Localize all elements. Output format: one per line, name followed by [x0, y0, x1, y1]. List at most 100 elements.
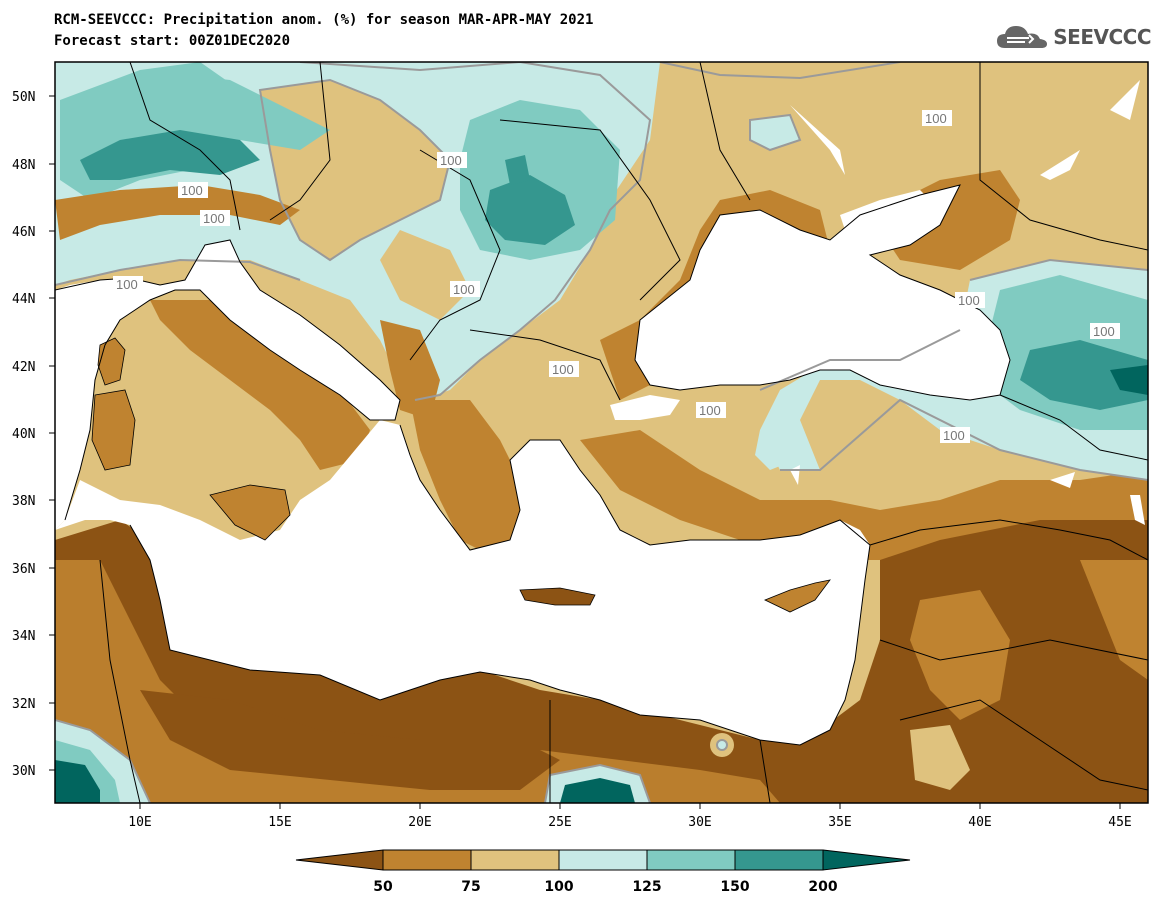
sea-mediterranean — [55, 420, 870, 745]
latitude-axis: 50N 48N 46N 44N 42N 40N 38N 36N 34N 32N … — [12, 90, 55, 779]
lake-urmia — [1130, 495, 1145, 525]
anomaly-150-200-caucasus — [1020, 340, 1148, 410]
colorbar-bin-125-150 — [646, 849, 736, 871]
anomaly-150-200-romania-small — [505, 155, 530, 185]
lat-label: 42N — [12, 360, 35, 375]
contour-100-hungary — [258, 78, 452, 262]
colorbar-tick: 150 — [720, 879, 749, 895]
lon-label: 35E — [828, 815, 851, 830]
border-syria-iraq — [879, 639, 1148, 661]
lon-label: 30E — [688, 815, 711, 830]
lat-label: 40N — [12, 427, 35, 442]
contour-label-bg — [200, 210, 230, 226]
lon-label: 10E — [128, 815, 151, 830]
map-title: RCM-SEEVCCC: Precipitation anom. (%) for… — [54, 12, 594, 28]
contour-100-egypt — [544, 763, 651, 803]
contour-label: 100 — [958, 293, 980, 308]
colorbar-bin-50-75 — [382, 849, 472, 871]
forecast-start-label: Forecast start: 00Z01DEC2020 — [54, 33, 291, 49]
contour-label: 100 — [116, 277, 138, 292]
contour-100-italy-north — [55, 258, 301, 286]
longitude-axis: 10E 15E 20E 25E 30E 35E 40E 45E — [128, 803, 1132, 830]
anomaly-150-200-romania — [485, 175, 575, 245]
contour-label-bg — [450, 281, 480, 297]
contour-100-caucasus-north — [969, 258, 1148, 281]
lon-label: 45E — [1108, 815, 1131, 830]
contour-label: 100 — [181, 183, 203, 198]
contour-label-bg — [955, 292, 985, 308]
border-georgia — [999, 394, 1148, 461]
lake-2 — [1110, 80, 1140, 120]
island-crete — [519, 587, 596, 606]
sea-black — [635, 185, 1010, 400]
contour-label: 100 — [440, 153, 462, 168]
contour-label: 100 — [925, 111, 947, 126]
seevccc-logo: SEEVCCC — [995, 22, 1151, 52]
colorbar: 50 75 100 125 150 200 — [295, 849, 911, 895]
contour-label: 100 — [943, 428, 965, 443]
contour-label: 100 — [1093, 324, 1115, 339]
border-austria — [269, 62, 331, 221]
contour-100-algeria — [55, 719, 151, 803]
border-bulgaria — [469, 329, 621, 401]
anomaly-50-75-syria — [910, 590, 1010, 720]
lat-label: 50N — [12, 90, 35, 105]
anomaly-50-75-greece — [410, 400, 530, 560]
border-balkans — [409, 149, 501, 361]
sea-marmara — [610, 395, 680, 420]
coast-turkey-greece — [399, 424, 871, 551]
anomaly-above-200-caucasus — [1110, 365, 1148, 395]
contour-100-lines — [55, 62, 1148, 803]
border-tunisia — [99, 559, 141, 803]
contour-label-bg — [437, 152, 467, 168]
border-romania — [499, 119, 681, 301]
contour-label-bg — [113, 276, 143, 292]
border-turkey-syria — [869, 519, 1148, 561]
lat-label: 44N — [12, 292, 35, 307]
lat-label: 30N — [12, 764, 35, 779]
colorbar-tick: 75 — [461, 879, 480, 895]
anomaly-75-100-jordan — [910, 725, 970, 790]
contour-label-bg — [1090, 323, 1120, 339]
border-jordan-saudi — [899, 699, 1148, 791]
colorbar-tick: 50 — [373, 879, 393, 895]
lat-label: 48N — [12, 158, 35, 173]
lon-label: 40E — [968, 815, 991, 830]
anomaly-125-150-germany — [140, 62, 240, 120]
lat-label: 32N — [12, 697, 35, 712]
contour-100-russia — [659, 62, 901, 80]
anomaly-50-75-adriatic — [380, 320, 440, 420]
anomaly-50-75-italy — [150, 300, 370, 470]
colorbar-arrow-low — [295, 849, 384, 871]
colorbar-tick: 100 — [544, 879, 573, 895]
lake-1 — [1040, 150, 1080, 180]
border-alps — [129, 62, 241, 231]
anomaly-above-200-algeria — [55, 760, 100, 803]
anomaly-150-200-alps — [80, 130, 260, 180]
anomaly-100-125-nile — [717, 740, 727, 750]
coast-africa — [129, 524, 871, 746]
border-egypt-israel — [759, 739, 771, 803]
colorbar-bin-100-125 — [558, 849, 648, 871]
colorbar-tick: 125 — [632, 879, 661, 895]
contour-label: 100 — [552, 362, 574, 377]
contour-100-anatolia-south — [780, 398, 1148, 481]
anomaly-50-75-alps-band — [55, 185, 300, 240]
border-ukraine — [699, 62, 751, 201]
lat-label: 34N — [12, 629, 35, 644]
anomaly-100-125-anatolia — [755, 430, 795, 470]
anomaly-below-50-libya — [140, 690, 560, 790]
contour-100-north — [299, 62, 652, 401]
anomaly-50-75-iraq — [1080, 560, 1148, 680]
contour-100-anatolia-north — [759, 329, 961, 391]
lake-van — [1050, 472, 1075, 488]
cloud-icon — [997, 26, 1048, 48]
colorbar-tick: 200 — [808, 879, 837, 895]
border-russia — [979, 62, 1148, 251]
contour-label: 100 — [699, 403, 721, 418]
lon-label: 25E — [548, 815, 571, 830]
anomaly-above-200-egypt — [560, 778, 635, 803]
lat-label: 46N — [12, 225, 35, 240]
lon-label: 20E — [408, 815, 431, 830]
island-corsica — [97, 337, 126, 386]
